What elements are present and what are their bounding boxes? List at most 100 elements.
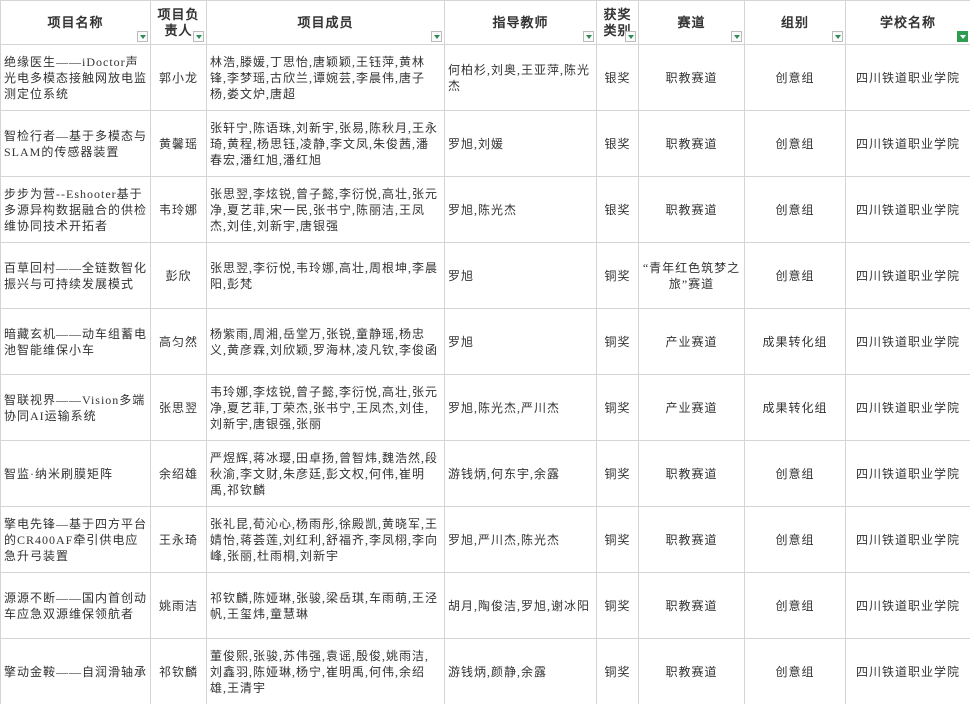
table-cell: 游钱炳,何东宇,余露	[444, 440, 597, 507]
table-cell: 职教赛道	[638, 44, 745, 111]
table-cell: 职教赛道	[638, 176, 745, 243]
table-cell: 四川铁道职业学院	[845, 44, 970, 111]
table-cell: 职教赛道	[638, 440, 745, 507]
table-cell: 智联视界——Vision多端协同AI运输系统	[0, 374, 151, 441]
table-row: 智监·纳米刷膜矩阵 余绍雄 严煜辉,蒋冰璎,田卓扬,曾智炜,魏浩然,段秋渝,李文财,…	[0, 440, 970, 507]
filter-button[interactable]	[193, 31, 204, 42]
table-cell: 创意组	[744, 506, 846, 573]
table-cell: 百草回村——全链数智化振兴与可持续发展模式	[0, 242, 151, 309]
table-row: 暗藏玄机——动车组蓄电池智能维保小车 高匀然 杨紫雨,周湘,岳堂万,张锐,童静瑶,杨…	[0, 308, 970, 375]
table-cell: 产业赛道	[638, 308, 745, 375]
header-text: 获奖类别	[603, 6, 632, 38]
table-row: 智联视界——Vision多端协同AI运输系统 张思翌 韦玲娜,李炫锐,曾子懿,李衍悦…	[0, 374, 970, 441]
table-cell: 四川铁道职业学院	[845, 242, 970, 309]
table-cell: 铜奖	[596, 638, 639, 704]
table-cell: “青年红色筑梦之旅”赛道	[638, 242, 745, 309]
table-cell: 步步为营--Eshooter基于多源异构数据融合的供检维协同技术开拓者	[0, 176, 151, 243]
table-cell: 四川铁道职业学院	[845, 440, 970, 507]
table-cell: 铜奖	[596, 440, 639, 507]
table-cell: 四川铁道职业学院	[845, 572, 970, 639]
table-row: 百草回村——全链数智化振兴与可持续发展模式 彭欣 张思翌,李衍悦,韦玲娜,高壮,周根…	[0, 242, 970, 309]
table-cell: 创意组	[744, 638, 846, 704]
table-cell: 成果转化组	[744, 374, 846, 441]
table-cell: 林浩,滕媛,丁思怡,唐颖颖,王钰萍,黄林锋,李梦瑶,古欣兰,谭婉芸,李晨伟,唐子…	[206, 44, 445, 111]
filter-button[interactable]	[137, 31, 148, 42]
table-cell: 罗旭	[444, 308, 597, 375]
table-cell: 创意组	[744, 572, 846, 639]
table-cell: 韦玲娜	[150, 176, 207, 243]
table-cell: 张礼昆,荀沁心,杨雨彤,徐殿凯,黄晓军,王婧怡,蒋荟莲,刘红利,舒福齐,李凤栩,…	[206, 506, 445, 573]
header-text: 项目负责人	[157, 6, 200, 38]
table-cell: 铜奖	[596, 242, 639, 309]
table-cell: 智检行者—基于多模态与SLAM的传感器装置	[0, 110, 151, 177]
table-cell: 创意组	[744, 440, 846, 507]
table-cell: 铜奖	[596, 374, 639, 441]
table-cell: 余绍雄	[150, 440, 207, 507]
table-cell: 杨紫雨,周湘,岳堂万,张锐,童静瑶,杨忠义,黄彦霖,刘欣颖,罗海林,凌凡钦,李俊…	[206, 308, 445, 375]
table-row: 擎动金鞍——自润滑轴承 祁钦麟 董俊熙,张骏,苏伟强,袁谣,殷俊,姚雨洁,刘鑫羽,陈…	[0, 638, 970, 704]
table-cell: 四川铁道职业学院	[845, 308, 970, 375]
table-row: 擎电先锋—基于四方平台的CR400AF牵引供电应急升弓装置 王永琦 张礼昆,荀沁心,…	[0, 506, 970, 573]
table-cell: 胡月,陶俊洁,罗旭,谢冰阳	[444, 572, 597, 639]
header-text: 项目名称	[47, 14, 104, 30]
table-cell: 四川铁道职业学院	[845, 374, 970, 441]
column-header: 赛道	[638, 0, 745, 45]
table-cell: 董俊熙,张骏,苏伟强,袁谣,殷俊,姚雨洁,刘鑫羽,陈娅琳,杨宁,崔明禹,何伟,余…	[206, 638, 445, 704]
filter-button[interactable]	[583, 31, 594, 42]
table-cell: 银奖	[596, 176, 639, 243]
table-cell: 姚雨洁	[150, 572, 207, 639]
filter-button[interactable]	[431, 31, 442, 42]
table-cell: 暗藏玄机——动车组蓄电池智能维保小车	[0, 308, 151, 375]
header-text: 学校名称	[879, 14, 936, 30]
table-cell: 罗旭,陈光杰,严川杰	[444, 374, 597, 441]
table-cell: 银奖	[596, 110, 639, 177]
filter-button[interactable]	[731, 31, 742, 42]
table-cell: 铜奖	[596, 572, 639, 639]
table-cell: 韦玲娜,李炫锐,曾子懿,李衍悦,高壮,张元净,夏艺菲,丁荣杰,张书宁,王凤杰,刘…	[206, 374, 445, 441]
table-cell: 源源不断——国内首创动车应急双源维保领航者	[0, 572, 151, 639]
table-cell: 罗旭,严川杰,陈光杰	[444, 506, 597, 573]
header-text: 项目成员	[297, 14, 354, 30]
column-header: 获奖类别	[596, 0, 639, 45]
header-text: 指导教师	[492, 14, 549, 30]
table-cell: 创意组	[744, 176, 846, 243]
table-cell: 四川铁道职业学院	[845, 176, 970, 243]
table-cell: 彭欣	[150, 242, 207, 309]
table-row: 绝缘医生——iDoctor声光电多模态接触网放电监测定位系统 郭小龙 林浩,滕媛,丁…	[0, 44, 970, 111]
table-cell: 绝缘医生——iDoctor声光电多模态接触网放电监测定位系统	[0, 44, 151, 111]
table-cell: 成果转化组	[744, 308, 846, 375]
column-header: 项目成员	[206, 0, 445, 45]
table-cell: 四川铁道职业学院	[845, 638, 970, 704]
table-cell: 职教赛道	[638, 506, 745, 573]
column-header: 项目名称	[0, 0, 151, 45]
table-cell: 创意组	[744, 44, 846, 111]
table-cell: 游钱炳,颜静,余露	[444, 638, 597, 704]
table-cell: 张思翌,李炫锐,曾子懿,李衍悦,高壮,张元净,夏艺菲,宋一民,张书宁,陈丽洁,王…	[206, 176, 445, 243]
filter-button[interactable]	[832, 31, 843, 42]
table-cell: 严煜辉,蒋冰璎,田卓扬,曾智炜,魏浩然,段秋渝,李文财,朱彦廷,彭文权,何伟,崔…	[206, 440, 445, 507]
filter-button[interactable]	[625, 31, 636, 42]
table-cell: 高匀然	[150, 308, 207, 375]
table-cell: 何柏杉,刘奥,王亚萍,陈光杰	[444, 44, 597, 111]
table-row: 智检行者—基于多模态与SLAM的传感器装置 黄馨瑶 张轩宁,陈语珠,刘新宇,张易,陈…	[0, 110, 970, 177]
column-header: 学校名称	[845, 0, 970, 45]
table-cell: 四川铁道职业学院	[845, 506, 970, 573]
table-cell: 罗旭,陈光杰	[444, 176, 597, 243]
table-cell: 创意组	[744, 110, 846, 177]
table-cell: 职教赛道	[638, 638, 745, 704]
table-cell: 张思翌,李衍悦,韦玲娜,高壮,周根坤,李晨阳,彭梵	[206, 242, 445, 309]
column-header: 组别	[744, 0, 846, 45]
table-body: 绝缘医生——iDoctor声光电多模态接触网放电监测定位系统 郭小龙 林浩,滕媛,丁…	[0, 44, 970, 704]
table-cell: 铜奖	[596, 506, 639, 573]
table-cell: 擎动金鞍——自润滑轴承	[0, 638, 151, 704]
table-cell: 张轩宁,陈语珠,刘新宇,张易,陈秋月,王永琦,黄程,杨思钰,凌静,李文凤,朱俊茜…	[206, 110, 445, 177]
table-cell: 产业赛道	[638, 374, 745, 441]
column-header: 指导教师	[444, 0, 597, 45]
header-text: 组别	[780, 14, 809, 30]
filter-button[interactable]	[957, 31, 968, 42]
table-cell: 罗旭,刘媛	[444, 110, 597, 177]
table-row: 步步为营--Eshooter基于多源异构数据融合的供检维协同技术开拓者 韦玲娜 张思…	[0, 176, 970, 243]
header-text: 赛道	[677, 14, 706, 30]
